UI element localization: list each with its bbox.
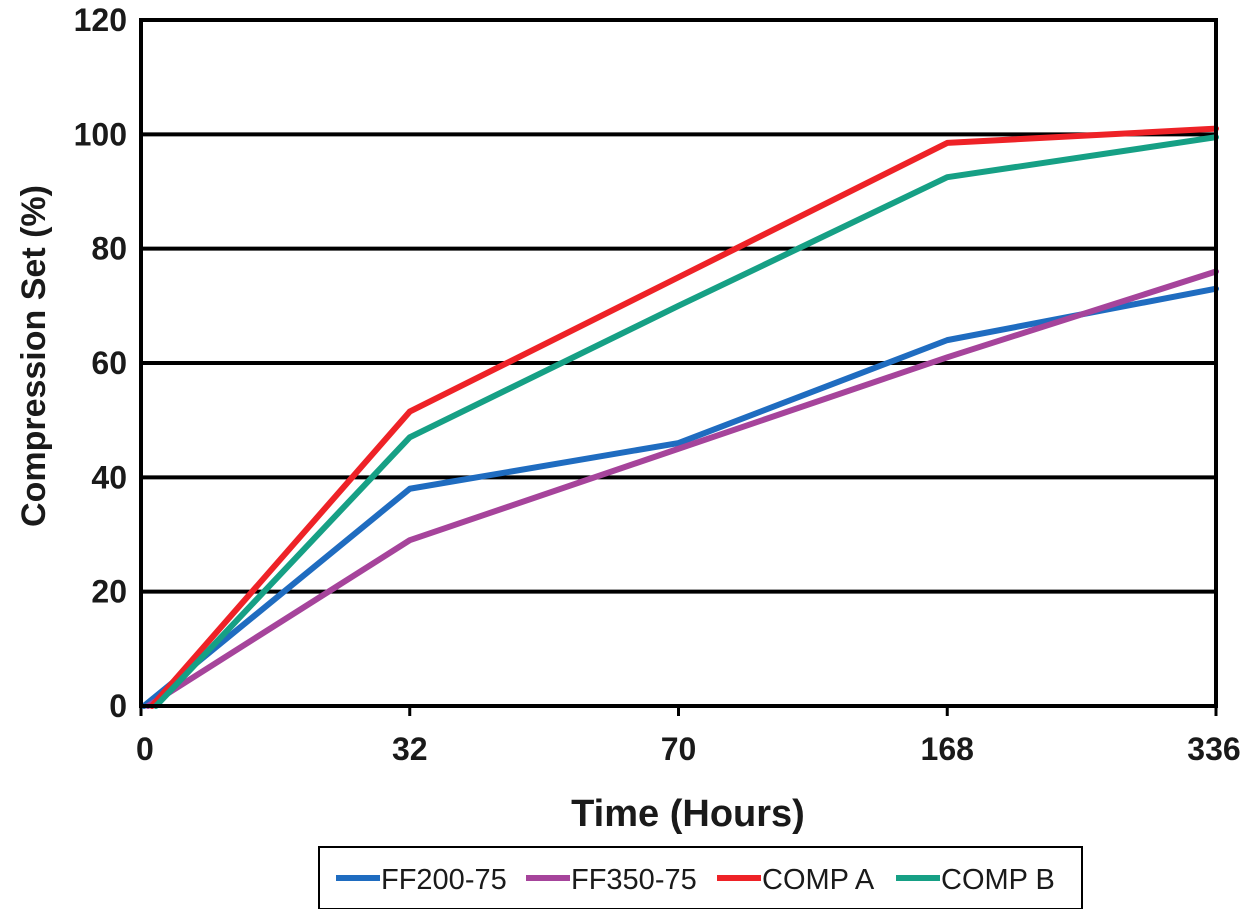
x-tick-label: 70 [661,731,697,767]
y-tick-label: 100 [74,116,127,152]
plot-frame [139,18,1218,708]
legend-label: FF350-75 [571,864,697,896]
legend-label: FF200-75 [381,864,507,896]
y-tick-label: 60 [91,345,127,381]
series-line-comp-a [149,125,1219,709]
x-axis-title: Time (Hours) [571,793,805,835]
x-tick-label: 168 [921,731,974,767]
legend: FF200-75 FF350-75 COMP A COMP B [318,846,1083,909]
y-tick-label: 40 [91,459,127,495]
x-tick-label: 336 [1187,731,1240,767]
y-tick-label: 120 [74,2,127,38]
legend-label: COMP A [762,864,875,896]
y-tick-label: 20 [91,574,127,610]
legend-box [318,846,1083,909]
series-line-ff200-75 [141,285,1219,709]
series-line-ff350-75 [145,268,1219,709]
y-tick-label: 80 [91,231,127,267]
y-tick-label: 0 [109,688,127,724]
y-axis-title: Compression Set (%) [15,185,53,527]
x-tick-labels: 0 32 70 168 336 [136,706,1241,767]
series-line-comp-b [153,134,1219,709]
y-tick-labels: 0 20 40 60 80 100 120 [74,2,127,724]
series-lines [141,125,1219,709]
x-tick-label: 32 [392,731,428,767]
grid-lines [141,132,1216,594]
x-tick-label: 0 [136,731,154,767]
legend-label: COMP B [941,864,1055,896]
